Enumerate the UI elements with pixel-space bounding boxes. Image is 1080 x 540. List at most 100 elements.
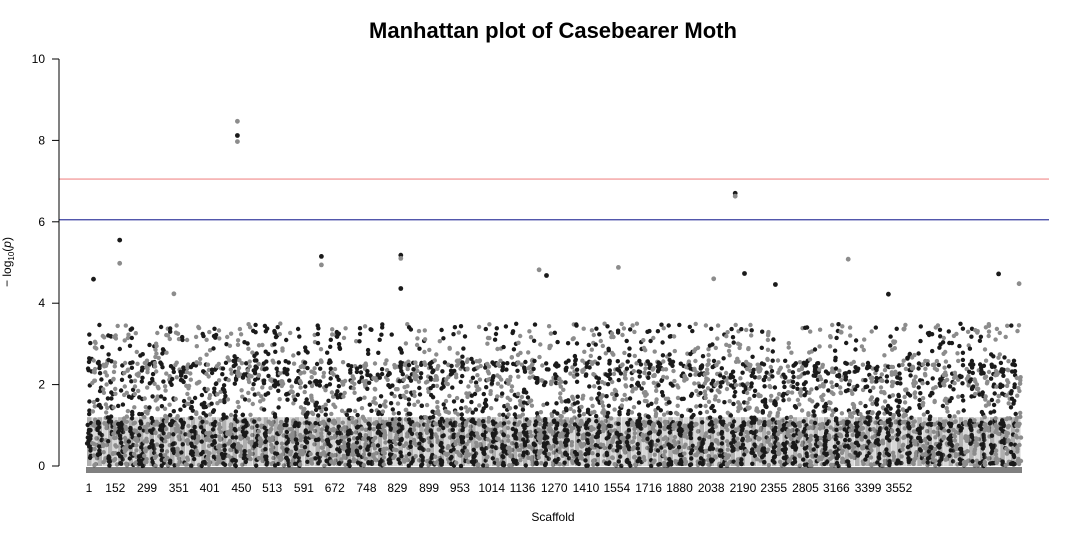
data-point <box>589 347 594 352</box>
data-point <box>828 334 833 339</box>
data-point <box>412 389 417 395</box>
data-point <box>511 361 516 367</box>
scaffold-points <box>147 342 157 467</box>
data-point <box>486 371 491 376</box>
data-point <box>636 400 642 405</box>
data-point <box>715 323 721 328</box>
data-point <box>122 360 128 366</box>
scaffold-density <box>829 417 834 466</box>
data-point <box>156 355 161 361</box>
data-point <box>212 386 217 391</box>
data-point <box>134 443 139 448</box>
data-point <box>134 349 139 355</box>
data-point <box>324 383 329 389</box>
data-point <box>303 428 308 433</box>
data-point <box>745 400 750 405</box>
data-point <box>477 377 483 382</box>
data-point <box>858 400 863 406</box>
data-point <box>770 374 775 379</box>
data-point <box>777 407 782 412</box>
data-point <box>87 455 93 460</box>
data-point <box>404 389 409 395</box>
data-point <box>210 434 215 439</box>
data-point <box>736 400 741 405</box>
data-point <box>122 370 127 376</box>
data-point <box>224 342 229 347</box>
data-point <box>585 410 591 415</box>
data-point <box>238 447 243 452</box>
scaffold-density <box>185 417 191 466</box>
data-point <box>768 364 773 370</box>
data-point <box>137 411 142 417</box>
data-point <box>489 406 494 411</box>
data-point <box>300 452 305 457</box>
data-point <box>646 375 651 380</box>
data-point <box>719 366 724 371</box>
data-point <box>167 422 173 427</box>
data-point <box>658 408 663 413</box>
data-point <box>460 354 465 359</box>
data-point <box>334 329 339 335</box>
data-point <box>168 329 173 334</box>
data-point <box>293 446 299 452</box>
data-point <box>729 383 734 388</box>
scaffold-points <box>219 342 229 467</box>
data-point <box>419 403 424 408</box>
scaffold-density <box>714 417 720 466</box>
data-point <box>873 366 878 371</box>
data-point <box>552 330 557 335</box>
data-point <box>313 456 318 461</box>
data-point <box>882 353 887 358</box>
data-point <box>238 332 244 337</box>
data-point <box>884 379 890 384</box>
data-point <box>651 335 656 341</box>
data-point <box>581 412 587 417</box>
data-point <box>293 397 298 402</box>
data-point <box>101 387 106 392</box>
data-point <box>629 410 635 415</box>
data-point <box>276 405 281 410</box>
data-point <box>555 339 560 345</box>
scaffold-density <box>486 417 492 466</box>
scaffold-density <box>341 417 346 466</box>
scaffold-density <box>476 417 481 466</box>
data-point <box>422 328 427 333</box>
scaffold-density <box>154 417 160 466</box>
scaffold-points <box>167 326 178 468</box>
data-point <box>210 442 215 447</box>
data-point <box>236 404 241 410</box>
data-point <box>226 453 231 459</box>
data-point <box>660 340 665 345</box>
data-point <box>185 457 191 462</box>
data-point <box>261 407 267 412</box>
scaffold-density <box>175 417 180 466</box>
data-point <box>299 435 304 440</box>
data-point <box>315 451 320 457</box>
data-point <box>213 433 218 439</box>
data-point <box>632 329 637 335</box>
data-point <box>187 432 192 437</box>
data-point <box>128 425 133 431</box>
data-point <box>415 399 421 404</box>
data-point <box>436 363 441 369</box>
data-point <box>228 447 233 453</box>
data-point <box>475 365 480 370</box>
data-point <box>217 444 222 449</box>
data-point <box>132 420 138 425</box>
data-point <box>187 396 192 401</box>
data-point <box>563 399 568 404</box>
data-point <box>427 347 432 353</box>
data-point <box>465 357 470 362</box>
data-point <box>130 360 135 365</box>
data-point <box>147 362 152 367</box>
scaffold-density <box>196 417 201 466</box>
data-point <box>163 426 169 432</box>
data-point <box>622 372 628 377</box>
data-point <box>883 407 889 412</box>
data-point <box>247 325 253 330</box>
data-point <box>456 330 461 335</box>
data-point <box>390 407 395 412</box>
data-point <box>204 420 209 425</box>
scaffold-density <box>268 417 274 466</box>
data-point <box>435 399 440 405</box>
